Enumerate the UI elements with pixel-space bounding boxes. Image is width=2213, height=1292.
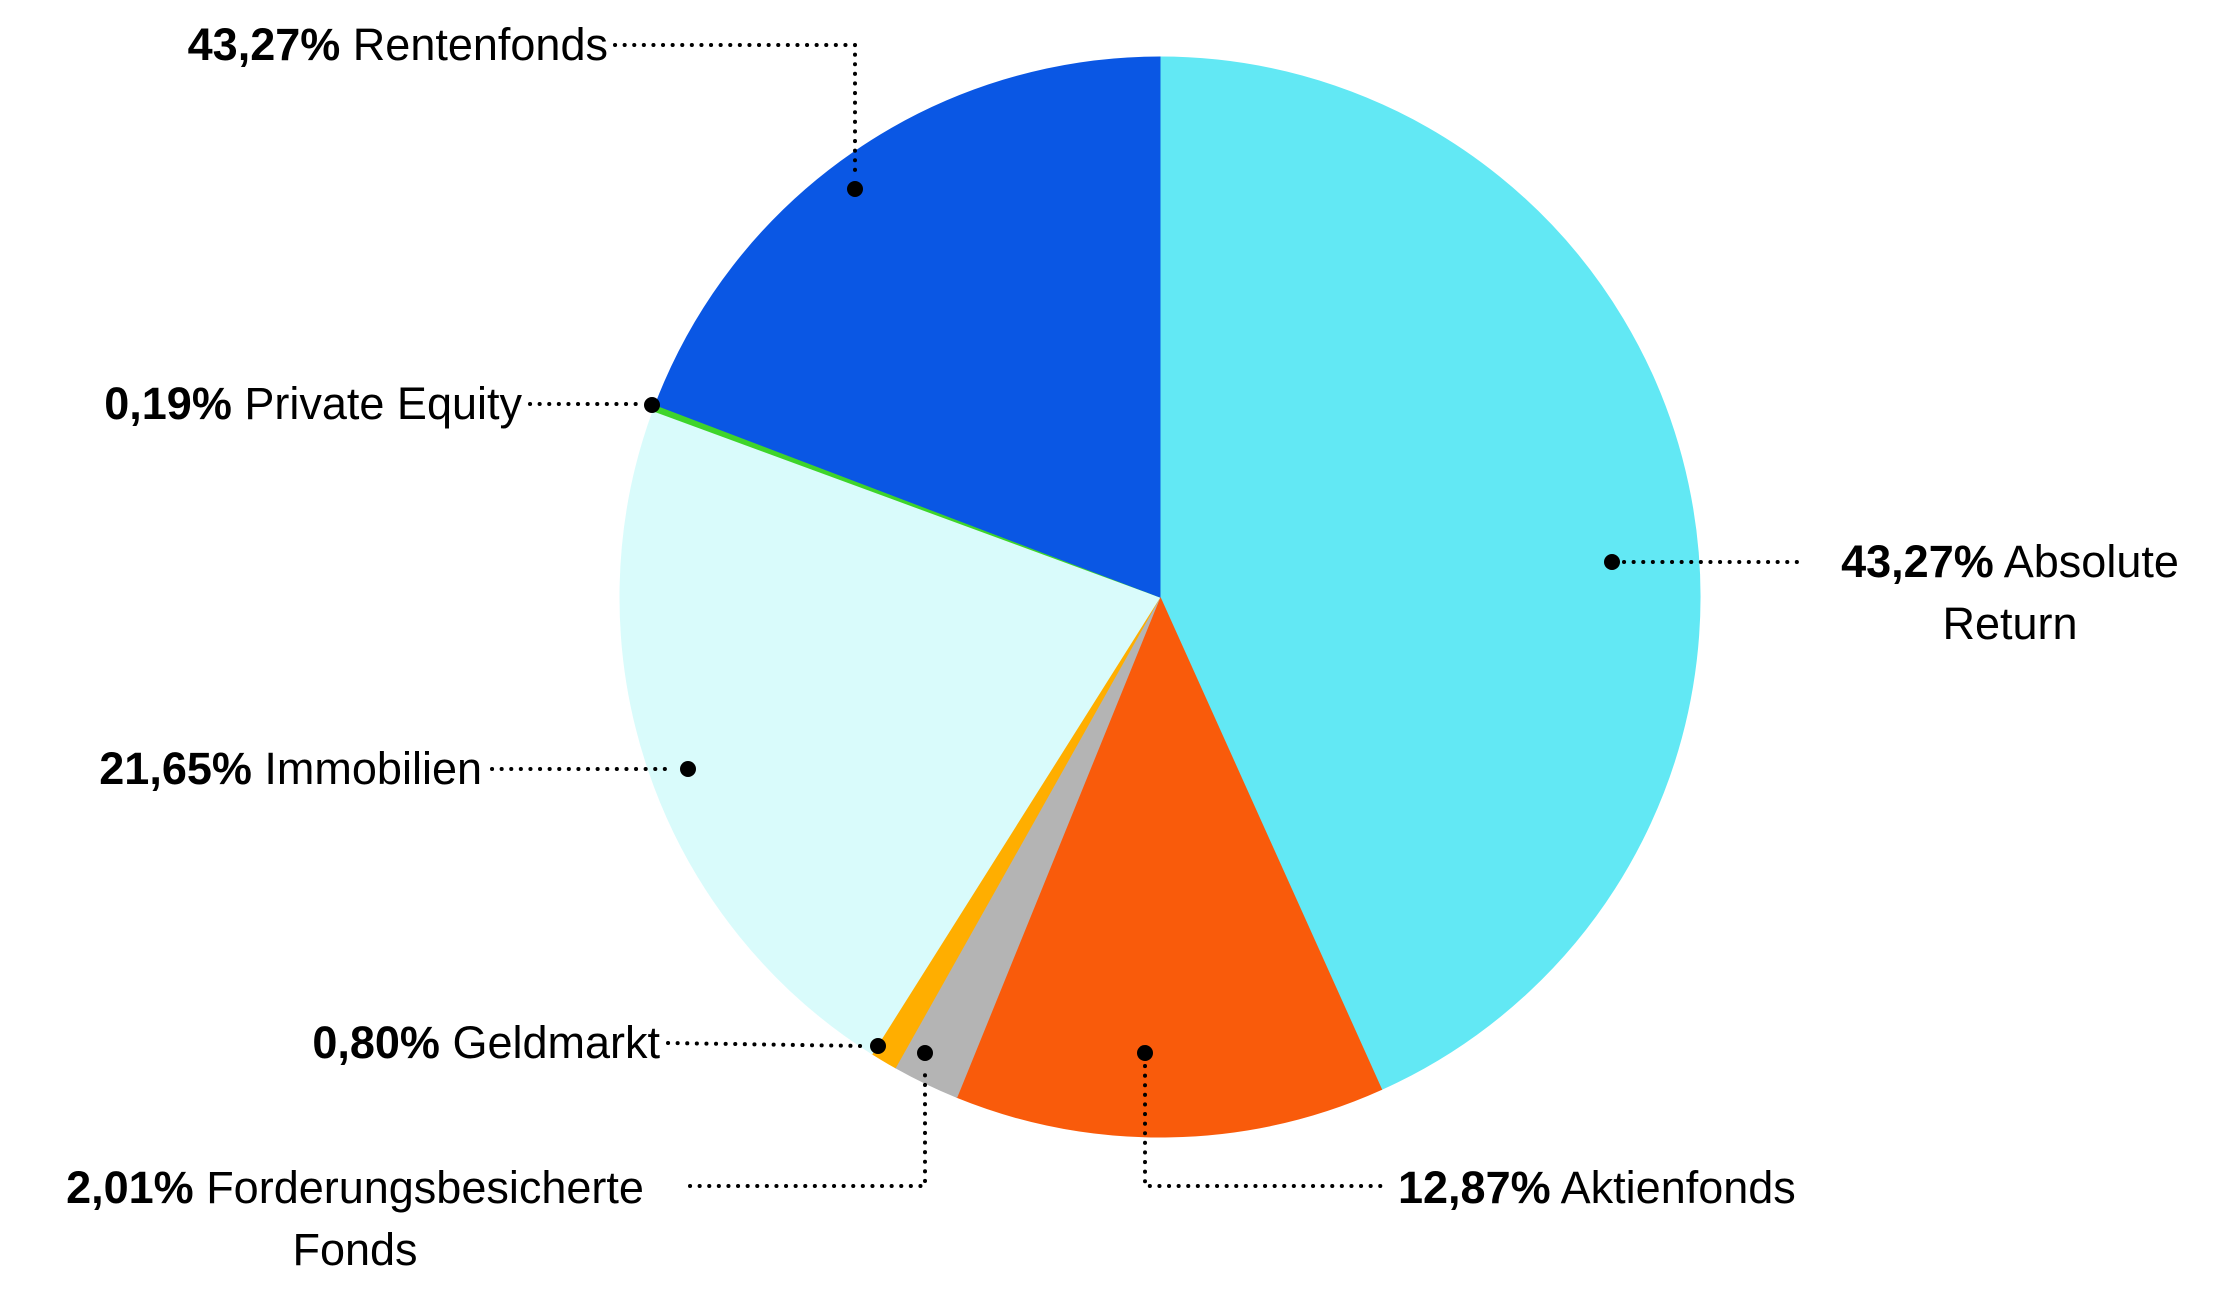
slice-percent: 21,65% [99, 743, 252, 794]
slice-percent: 0,80% [312, 1017, 440, 1068]
slice-label-private-equity: 0,19% Private Equity [0, 373, 522, 435]
callout-dot-private-equity [644, 397, 660, 413]
slice-label-absolute-return: 43,27% Absolute Return [1810, 531, 2210, 655]
slice-percent: 2,01% [66, 1162, 194, 1213]
callout-line-rentenfonds [613, 43, 857, 177]
pie-slice-aktienfonds [956, 595, 1383, 1138]
slice-label-forderungsbesicherte-fonds: 2,01% Forderungsbesicherte Fonds [25, 1157, 685, 1281]
slice-percent: 43,27% [187, 19, 341, 70]
pie-slices-layer [619, 56, 1701, 1138]
slice-name: Aktienfonds [1560, 1162, 1796, 1213]
callout-dot-aktienfonds [1137, 1045, 1153, 1061]
callout-dot-rentenfonds [847, 181, 863, 197]
slice-name: Rentenfonds [352, 19, 608, 70]
slice-label-rentenfonds: 43,27% Rentenfonds [0, 14, 608, 76]
slice-label-immobilien: 21,65% Immobilien [0, 738, 482, 800]
slice-percent: 12,87% [1398, 1162, 1551, 1213]
callout-dot-geldmarkt [870, 1038, 886, 1054]
callout-lines-layer [490, 43, 1802, 1188]
callout-line-aktienfonds [1143, 1064, 1387, 1188]
pie-slice-absolute-return [1159, 56, 1701, 1091]
callout-dot-absolute-return [1604, 554, 1620, 570]
slice-percent: 43,27% [1841, 536, 1994, 587]
slice-name: Private Equity [244, 378, 522, 429]
slice-name: Absolute Return [1942, 536, 2179, 649]
pie-slice-immobilien [619, 410, 1161, 1055]
callout-dot-immobilien [680, 761, 696, 777]
slice-label-geldmarkt: 0,80% Geldmarkt [0, 1012, 660, 1074]
slice-label-aktienfonds: 12,87% Aktienfonds [1398, 1157, 1958, 1219]
callout-dot-forderungsbesicherte-fonds [917, 1045, 933, 1061]
slice-name: Geldmarkt [452, 1017, 660, 1068]
callout-line-forderungsbesicherte-fonds [688, 1064, 927, 1188]
slice-percent: 0,19% [104, 378, 232, 429]
pie-slice-rentenfonds [654, 56, 1161, 598]
slice-name: Immobilien [264, 743, 482, 794]
slice-name: Forderungsbesicherte Fonds [206, 1162, 644, 1275]
callout-line-geldmarkt [666, 1041, 866, 1048]
